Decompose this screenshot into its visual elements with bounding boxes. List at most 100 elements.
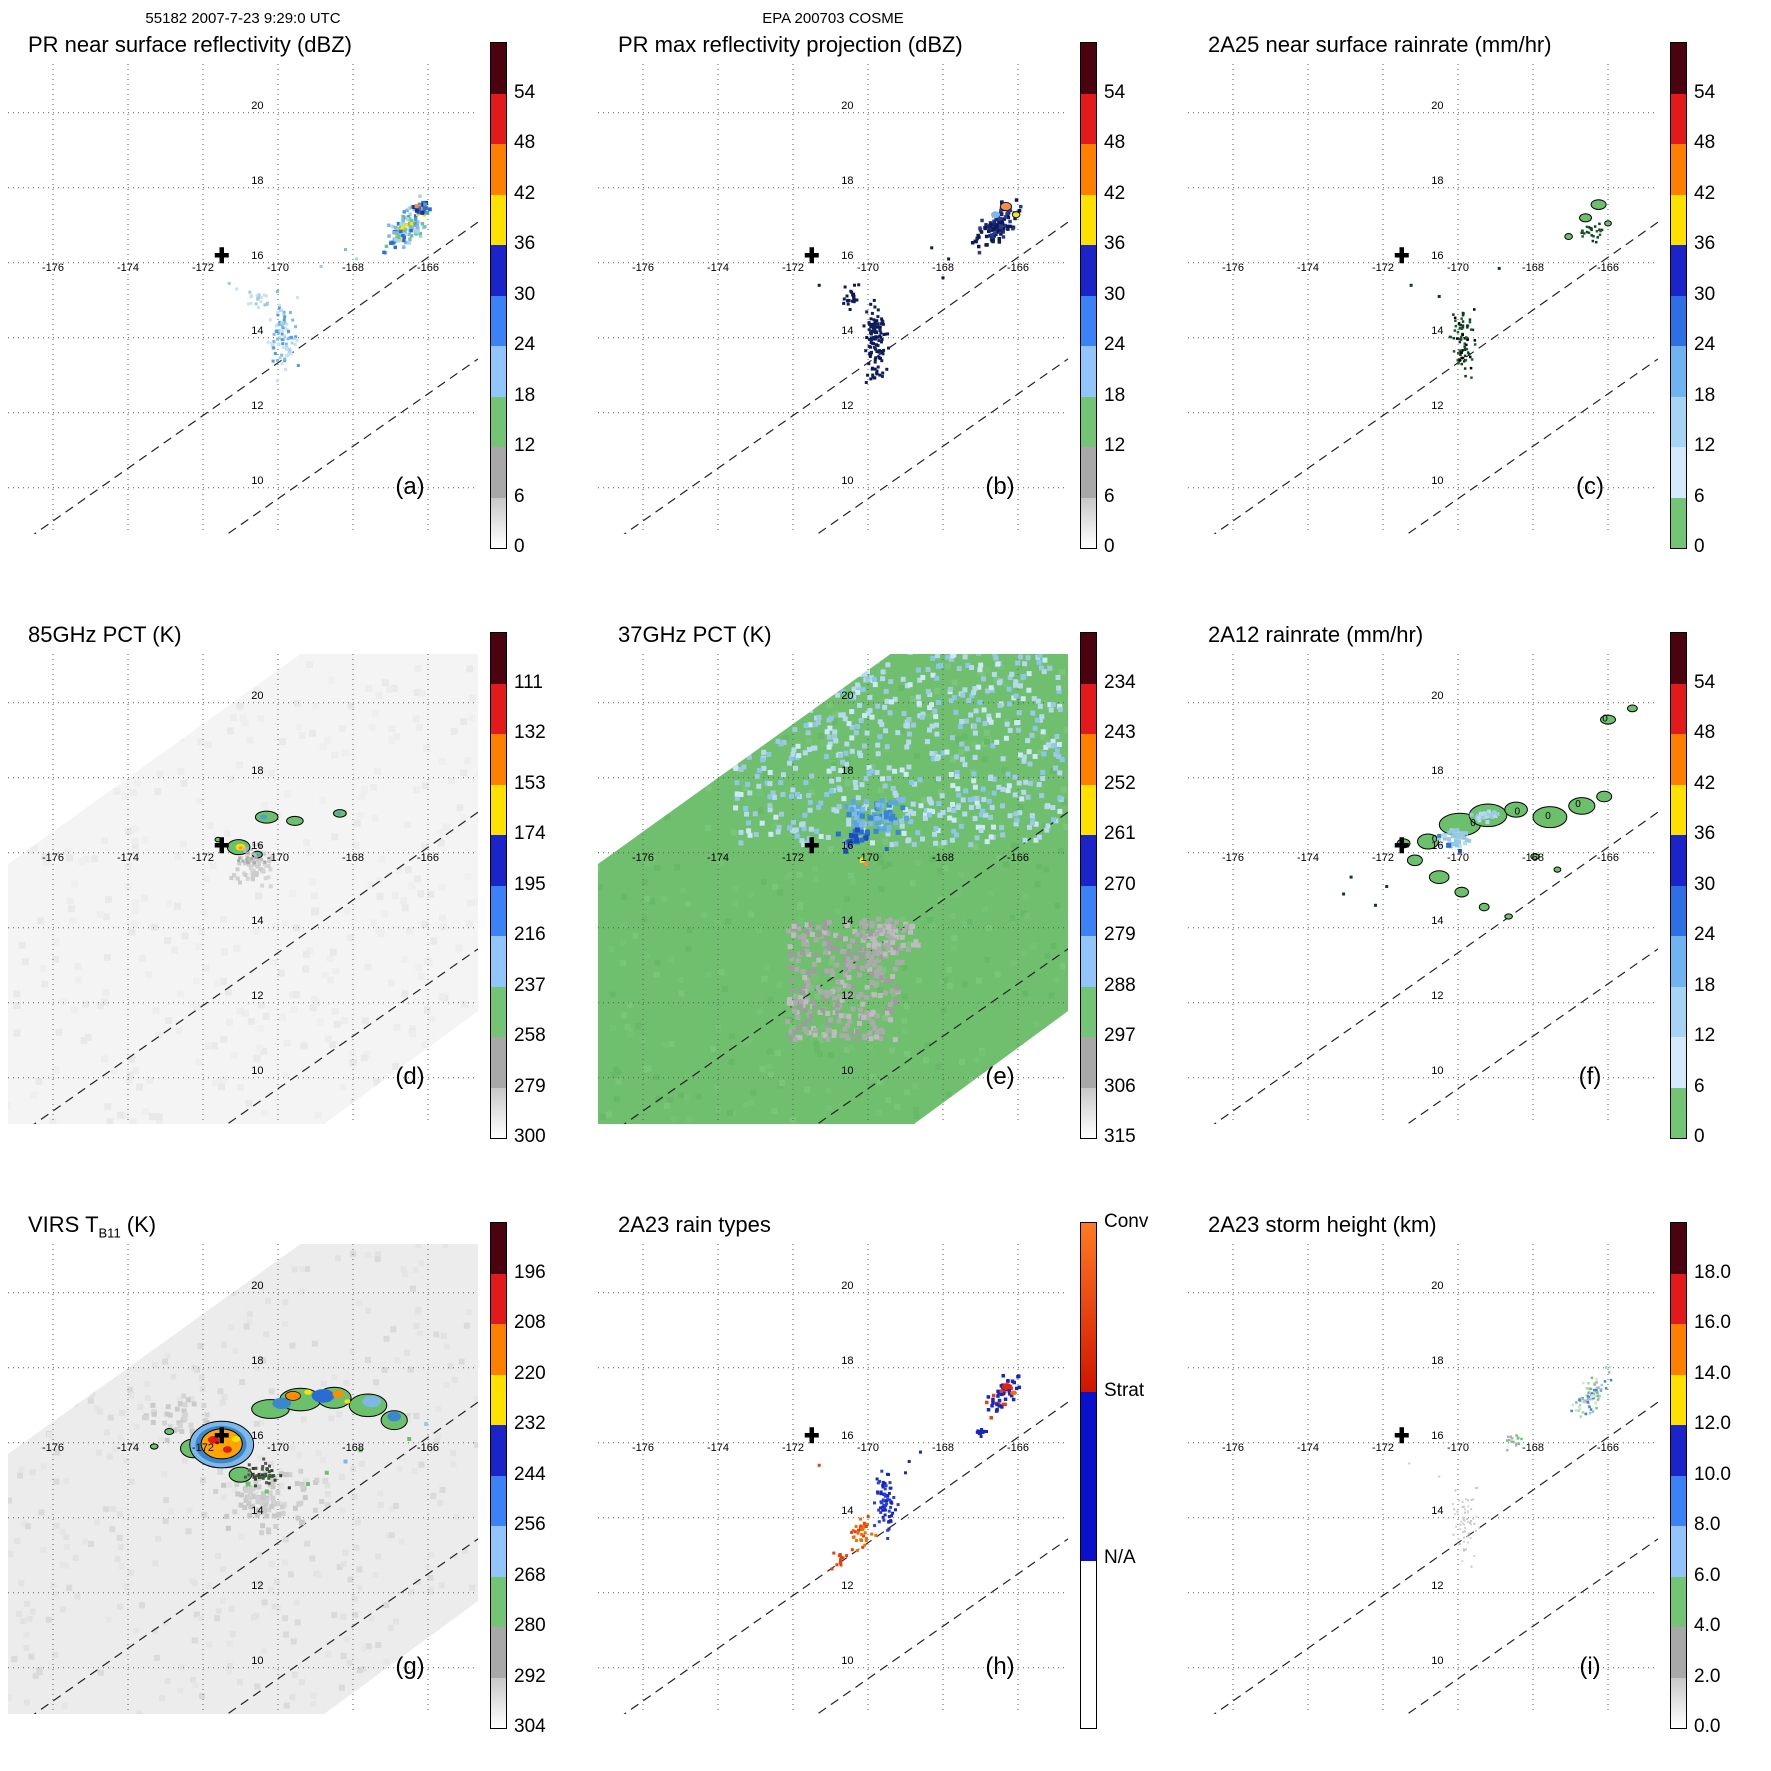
colorbar-tick: 18: [1694, 974, 1716, 996]
colorbar-segment: [491, 936, 506, 987]
svg-text:20: 20: [1431, 100, 1443, 112]
colorbar-tick: 18: [1694, 384, 1716, 406]
colorbar-segment: [491, 447, 506, 498]
panel-title: 2A12 rainrate (mm/hr): [1208, 622, 1424, 647]
colorbar-segment: [491, 1087, 506, 1138]
speckle-field: [730, 654, 1065, 848]
colorbar-tick: 18: [1104, 384, 1126, 406]
colorbar-segment: [491, 245, 506, 296]
colorbar-tick: 24: [1694, 334, 1716, 355]
svg-text:-176: -176: [632, 1442, 654, 1454]
svg-text:16: 16: [1431, 1430, 1443, 1442]
cross-marker: [1394, 247, 1409, 264]
colorbar-segment: [1671, 633, 1686, 684]
map-plot: 0 0 0 0 0 0 -176 -174 -172 -170 -168 -166 10 12 14 16 18…: [1188, 654, 1658, 1124]
axis-labels: -176 -174 -172 -170 -168 -166 10 12 14 16 18 20: [1222, 690, 1619, 1077]
svg-text:20: 20: [841, 100, 853, 112]
svg-text:12: 12: [1431, 1580, 1443, 1592]
colorbar-segment: [1671, 93, 1686, 144]
data-blob: [362, 1395, 382, 1408]
panel-letter: (f): [1579, 1063, 1602, 1090]
colorbar-segment: [1671, 295, 1686, 346]
data-layer: [259, 814, 268, 820]
colorbar-tick: 0.0: [1694, 1716, 1721, 1737]
data-blob: [1568, 797, 1596, 815]
colorbar-tick: 279: [1104, 924, 1136, 945]
colorbar-segment: [1671, 784, 1686, 835]
svg-text:20: 20: [841, 1280, 853, 1292]
swath-edge-lines: [1213, 1401, 1658, 1714]
svg-text:20: 20: [1431, 690, 1443, 702]
speckle-field: [850, 1515, 878, 1553]
svg-text:0: 0: [1575, 799, 1581, 810]
axis-labels: -176 -174 -172 -170 -168 -166 10 12 14 16 18 20: [632, 100, 1029, 487]
svg-text:12: 12: [251, 990, 263, 1002]
svg-text:-168: -168: [1522, 262, 1544, 274]
colorbar-tick: 252: [1104, 772, 1136, 794]
colorbar-tick-labels: 18.0 16.0 14.0 12.0 10.0 8.0 6.0 4.0 2.0 0.0: [1694, 1222, 1768, 1737]
svg-text:-166: -166: [1597, 262, 1619, 274]
cross-marker: [214, 1427, 229, 1444]
colorbar-segment: [1671, 936, 1686, 987]
svg-text:-166: -166: [417, 1442, 439, 1454]
svg-text:0: 0: [1545, 811, 1551, 822]
data-dots: [1409, 266, 1501, 298]
speckle-field: [830, 1551, 849, 1571]
colorbar-segment: [1671, 1526, 1686, 1577]
data-layer: [362, 1395, 382, 1408]
colorbar-tick: 232: [514, 1413, 546, 1434]
data-layer: [991, 211, 1000, 219]
colorbar-segment: [491, 633, 506, 684]
panel-header: EPA 200703 COSME: [762, 10, 904, 27]
colorbar-segment: [1671, 734, 1686, 785]
panel-pr-max-reflectivity-projection: EPA 200703 COSME PR max reflectivity proj…: [590, 0, 1180, 590]
colorbar-tick: 234: [1104, 671, 1136, 693]
cross-marker: [804, 247, 819, 264]
swath-edge-lines: [1213, 221, 1658, 534]
colorbar-tick: 6: [1694, 485, 1705, 507]
data-blob: [285, 1390, 301, 1401]
panel-letter: (b): [985, 473, 1014, 500]
colorbar-segment: [1081, 885, 1096, 936]
svg-text:10: 10: [1431, 1065, 1443, 1077]
colorbar-segment: [1081, 633, 1096, 684]
speckle-field: [1570, 1365, 1613, 1418]
colorbar-tick: 48: [1694, 132, 1716, 153]
svg-text:-172: -172: [1372, 852, 1394, 864]
colorbar-segment: [491, 784, 506, 835]
svg-text:-172: -172: [782, 262, 804, 274]
colorbar-tick: 195: [514, 873, 546, 895]
svg-text:16: 16: [251, 1430, 263, 1442]
svg-text:18: 18: [1431, 1355, 1443, 1367]
colorbar-tick: 54: [1104, 81, 1126, 103]
colorbar-segment: [1081, 734, 1096, 785]
data-layer: [344, 1399, 351, 1404]
colorbar-tick-labels: Conv Strat N/A: [1104, 1212, 1178, 1727]
data-blob: [1579, 213, 1592, 223]
speckle-field: [855, 916, 921, 966]
colorbar-tick: 6: [1694, 1075, 1705, 1097]
panel-letter: (a): [395, 473, 424, 500]
colorbar-segment: [491, 1526, 506, 1577]
colorbar-tick: 30: [1694, 283, 1716, 305]
panel-title: PR max reflectivity projection (dBZ): [618, 32, 963, 57]
colorbar-segment: [1081, 497, 1096, 548]
colorbar-tick: 48: [1694, 722, 1716, 743]
svg-text:-170: -170: [267, 1442, 289, 1454]
colorbar-segment: [1671, 683, 1686, 734]
panel-letter: (d): [395, 1063, 424, 1090]
data-layer: [387, 1411, 402, 1422]
colorbar-tick: 0: [514, 536, 525, 557]
swath-edge-lines: [33, 1401, 478, 1714]
colorbar-tick: 243: [1104, 722, 1136, 743]
svg-text:12: 12: [841, 1580, 853, 1592]
colorbar-tick: 6: [514, 485, 525, 507]
svg-text:-172: -172: [782, 852, 804, 864]
speckle-field: [142, 1393, 217, 1443]
colorbar-segment: [1671, 1087, 1686, 1138]
colorbar-tick: Conv: [1104, 1211, 1149, 1232]
speckle-field: [1452, 1486, 1480, 1568]
map-plot: -176 -174 -172 -170 -168 -166 10 12 14 16 18 20 (a): [8, 64, 478, 534]
data-blob: [991, 211, 1000, 219]
colorbar-tick: 216: [514, 924, 546, 945]
